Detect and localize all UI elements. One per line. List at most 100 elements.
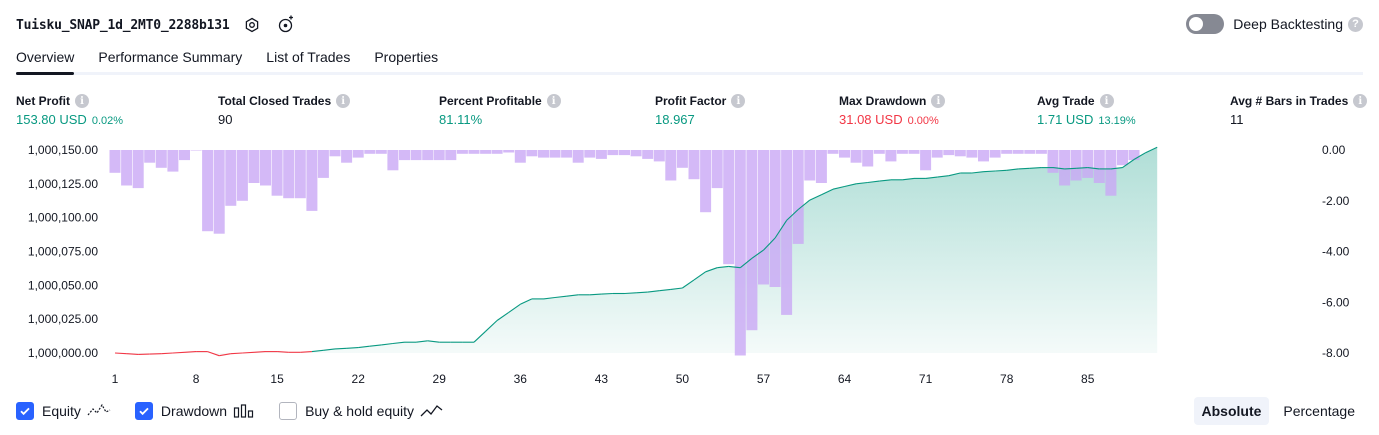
drawdown-bar <box>943 150 955 156</box>
equity-line-segment <box>473 330 486 343</box>
x-tick-label: 36 <box>514 372 528 386</box>
drawdown-bar <box>1001 150 1013 154</box>
equity-line-segment <box>114 352 127 355</box>
drawdown-bar <box>862 150 874 167</box>
drawdown-bar <box>167 150 179 172</box>
drawdown-bar <box>375 150 387 154</box>
equity-line-segment <box>937 175 949 178</box>
legend-equity[interactable]: Equity <box>16 402 111 420</box>
legend-label: Buy & hold equity <box>305 403 415 419</box>
x-tick-label: 22 <box>352 372 366 386</box>
equity-line-segment <box>797 199 811 210</box>
drawdown-bar <box>792 150 804 244</box>
report-tabs: Overview Performance Summary List of Tra… <box>16 44 1363 75</box>
equity-line-segment <box>1076 167 1088 169</box>
metric-value: 31.08 USD <box>839 112 903 127</box>
x-tick-label: 8 <box>193 372 200 386</box>
drawdown-bar <box>1128 150 1140 161</box>
equity-line-segment <box>867 180 880 184</box>
equity-checkbox[interactable] <box>16 402 34 420</box>
y-left-tick-label: 1,000,100.00 <box>28 211 98 225</box>
x-tick-label: 64 <box>838 372 852 386</box>
equity-line-segment <box>346 347 359 349</box>
drawdown-bar <box>896 150 908 154</box>
info-icon[interactable]: i <box>731 94 746 108</box>
drawdown-bar <box>920 150 932 171</box>
x-tick-label: 71 <box>919 372 933 386</box>
info-icon[interactable]: i <box>1099 94 1114 108</box>
drawdown-checkbox[interactable] <box>134 402 153 420</box>
drawdown-bar <box>306 150 318 211</box>
metric-percent: 13.19% <box>1098 115 1136 127</box>
equity-line-segment <box>1122 159 1135 169</box>
legend-drawdown[interactable]: Drawdown <box>134 402 255 420</box>
info-icon[interactable]: i <box>1353 94 1368 108</box>
drawdown-bar <box>746 150 758 331</box>
absolute-button[interactable]: Absolute <box>1193 397 1270 425</box>
info-icon[interactable]: i <box>75 94 89 108</box>
equity-line-segment <box>717 265 729 269</box>
drawdown-bar <box>549 150 561 158</box>
x-tick-label: 1 <box>112 372 119 386</box>
equity-line-segment <box>496 311 510 321</box>
drawdown-bar <box>1035 150 1047 154</box>
drawdown-bar <box>190 150 202 151</box>
drawdown-bar <box>908 150 920 154</box>
drawdown-bar <box>155 150 167 168</box>
metric-value: 1.71 USD <box>1037 112 1094 127</box>
strategy-title: Tuisku_SNAP_1d_2MT0_2288b131 <box>16 17 230 33</box>
legend-label: Drawdown <box>160 403 228 419</box>
info-icon[interactable]: i <box>931 94 946 108</box>
equity-line-segment <box>520 298 533 305</box>
snapshot-icon[interactable] <box>276 15 296 35</box>
buy-hold-line-icon <box>420 403 444 419</box>
tab-performance-summary[interactable]: Performance Summary <box>98 49 243 65</box>
y-left-tick-label: 1,000,025.00 <box>28 312 98 326</box>
metric-avg-bars-in-trades: Avg # Bars in Trades i 11 <box>1230 92 1368 130</box>
drawdown-bar <box>132 150 144 189</box>
drawdown-bar <box>711 150 723 189</box>
equity-line-segment <box>253 351 266 353</box>
metric-percent: 0.00% <box>907 115 939 127</box>
metric-value: 153.80 USD <box>16 112 87 127</box>
equity-drawdown-chart[interactable]: 1,000,000.00 1,000,025.00 1,000,050.00 1,00… <box>0 140 1379 390</box>
metric-value: 81.11% <box>439 112 483 127</box>
tab-overview[interactable]: Overview <box>16 44 75 75</box>
x-tick-label: 29 <box>433 372 447 386</box>
drawdown-bar <box>271 150 283 196</box>
drawdown-bar <box>236 150 248 201</box>
info-icon[interactable]: i <box>336 94 351 108</box>
drawdown-bar <box>433 150 445 161</box>
drawdown-bar <box>1070 150 1082 181</box>
equity-line-segment <box>636 291 648 294</box>
drawdown-bar <box>422 150 434 161</box>
equity-line-segment <box>647 290 660 293</box>
drawdown-bar <box>619 150 630 156</box>
drawdown-bar <box>1024 150 1036 154</box>
help-icon[interactable]: ? <box>1348 16 1363 32</box>
equity-line-icon <box>87 403 111 419</box>
metric-profit-factor: Profit Factor i 18.967 <box>655 92 746 130</box>
tab-list-of-trades[interactable]: List of Trades <box>266 49 351 65</box>
metric-percent-profitable: Percent Profitable i 81.11% <box>439 92 561 130</box>
equity-line-segment <box>1110 167 1123 170</box>
buy-hold-checkbox[interactable] <box>279 402 298 420</box>
drawdown-bar <box>1093 150 1105 183</box>
deep-backtesting-toggle[interactable] <box>1186 14 1225 34</box>
equity-line-segment <box>624 292 637 295</box>
drawdown-bar <box>827 150 839 154</box>
tab-properties[interactable]: Properties <box>374 49 439 65</box>
drawdown-bar <box>642 150 654 159</box>
legend-buy-hold[interactable]: Buy & hold equity <box>279 402 444 420</box>
equity-line-segment <box>589 293 602 296</box>
equity-line-segment <box>416 340 428 343</box>
info-icon[interactable]: i <box>546 94 561 108</box>
percentage-button[interactable]: Percentage <box>1283 403 1355 419</box>
y-left-tick-label: 1,000,075.00 <box>28 245 98 259</box>
settings-icon[interactable] <box>242 15 262 35</box>
y-right-tick-label: -4.00 <box>1322 245 1350 259</box>
equity-line-segment <box>1018 167 1030 170</box>
equity-line-segment <box>751 249 764 259</box>
y-left-tick-label: 1,000,050.00 <box>28 278 98 292</box>
y-right-tick-label: 0.00 <box>1322 143 1346 157</box>
